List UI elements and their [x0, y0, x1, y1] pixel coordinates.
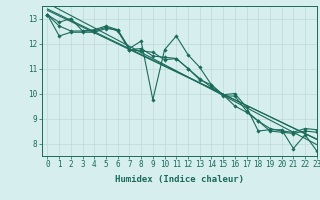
X-axis label: Humidex (Indice chaleur): Humidex (Indice chaleur)	[115, 175, 244, 184]
